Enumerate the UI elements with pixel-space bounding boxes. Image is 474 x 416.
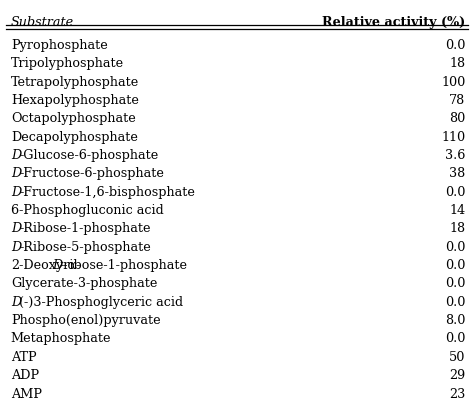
Text: 80: 80 [449,112,465,125]
Text: 0.0: 0.0 [445,259,465,272]
Text: 0.0: 0.0 [445,296,465,309]
Text: D: D [52,259,63,272]
Text: 100: 100 [441,76,465,89]
Text: 0.0: 0.0 [445,277,465,290]
Text: D: D [11,241,21,254]
Text: AMP: AMP [11,388,42,401]
Text: Substrate: Substrate [11,16,74,29]
Text: 110: 110 [441,131,465,144]
Text: 29: 29 [449,369,465,382]
Text: -Glucose-6-phosphate: -Glucose-6-phosphate [19,149,158,162]
Text: Relative activity (%): Relative activity (%) [322,16,465,29]
Text: 14: 14 [449,204,465,217]
Text: Hexapolyphosphate: Hexapolyphosphate [11,94,139,107]
Text: 6-Phosphogluconic acid: 6-Phosphogluconic acid [11,204,164,217]
Text: 50: 50 [449,351,465,364]
Text: Metaphosphate: Metaphosphate [11,332,111,345]
Text: Tripolyphosphate: Tripolyphosphate [11,57,124,70]
Text: 78: 78 [449,94,465,107]
Text: -Fructose-1,6-bisphosphate: -Fructose-1,6-bisphosphate [19,186,195,198]
Text: 18: 18 [449,57,465,70]
Text: Pyrophosphate: Pyrophosphate [11,39,108,52]
Text: 0.0: 0.0 [445,241,465,254]
Text: 18: 18 [449,222,465,235]
Text: 2-Deoxy-α-: 2-Deoxy-α- [11,259,80,272]
Text: Decapolyphosphate: Decapolyphosphate [11,131,137,144]
Text: 0.0: 0.0 [445,332,465,345]
Text: -Ribose-5-phosphate: -Ribose-5-phosphate [19,241,151,254]
Text: D: D [11,222,21,235]
Text: (-)3-Phosphoglyceric acid: (-)3-Phosphoglyceric acid [19,296,183,309]
Text: D: D [11,296,21,309]
Text: Octapolyphosphate: Octapolyphosphate [11,112,136,125]
Text: 23: 23 [449,388,465,401]
Text: 8.0: 8.0 [445,314,465,327]
Text: 0.0: 0.0 [445,186,465,198]
Text: Phospho(enol)pyruvate: Phospho(enol)pyruvate [11,314,160,327]
Text: Glycerate-3-phosphate: Glycerate-3-phosphate [11,277,157,290]
Text: 38: 38 [449,167,465,180]
Text: -Fructose-6-phosphate: -Fructose-6-phosphate [19,167,164,180]
Text: -ribose-1-phosphate: -ribose-1-phosphate [60,259,188,272]
Text: D: D [11,167,21,180]
Text: 3.6: 3.6 [445,149,465,162]
Text: Tetrapolyphosphate: Tetrapolyphosphate [11,76,139,89]
Text: ADP: ADP [11,369,39,382]
Text: ATP: ATP [11,351,36,364]
Text: D: D [11,149,21,162]
Text: D: D [11,186,21,198]
Text: -Ribose-1-phosphate: -Ribose-1-phosphate [19,222,151,235]
Text: 0.0: 0.0 [445,39,465,52]
